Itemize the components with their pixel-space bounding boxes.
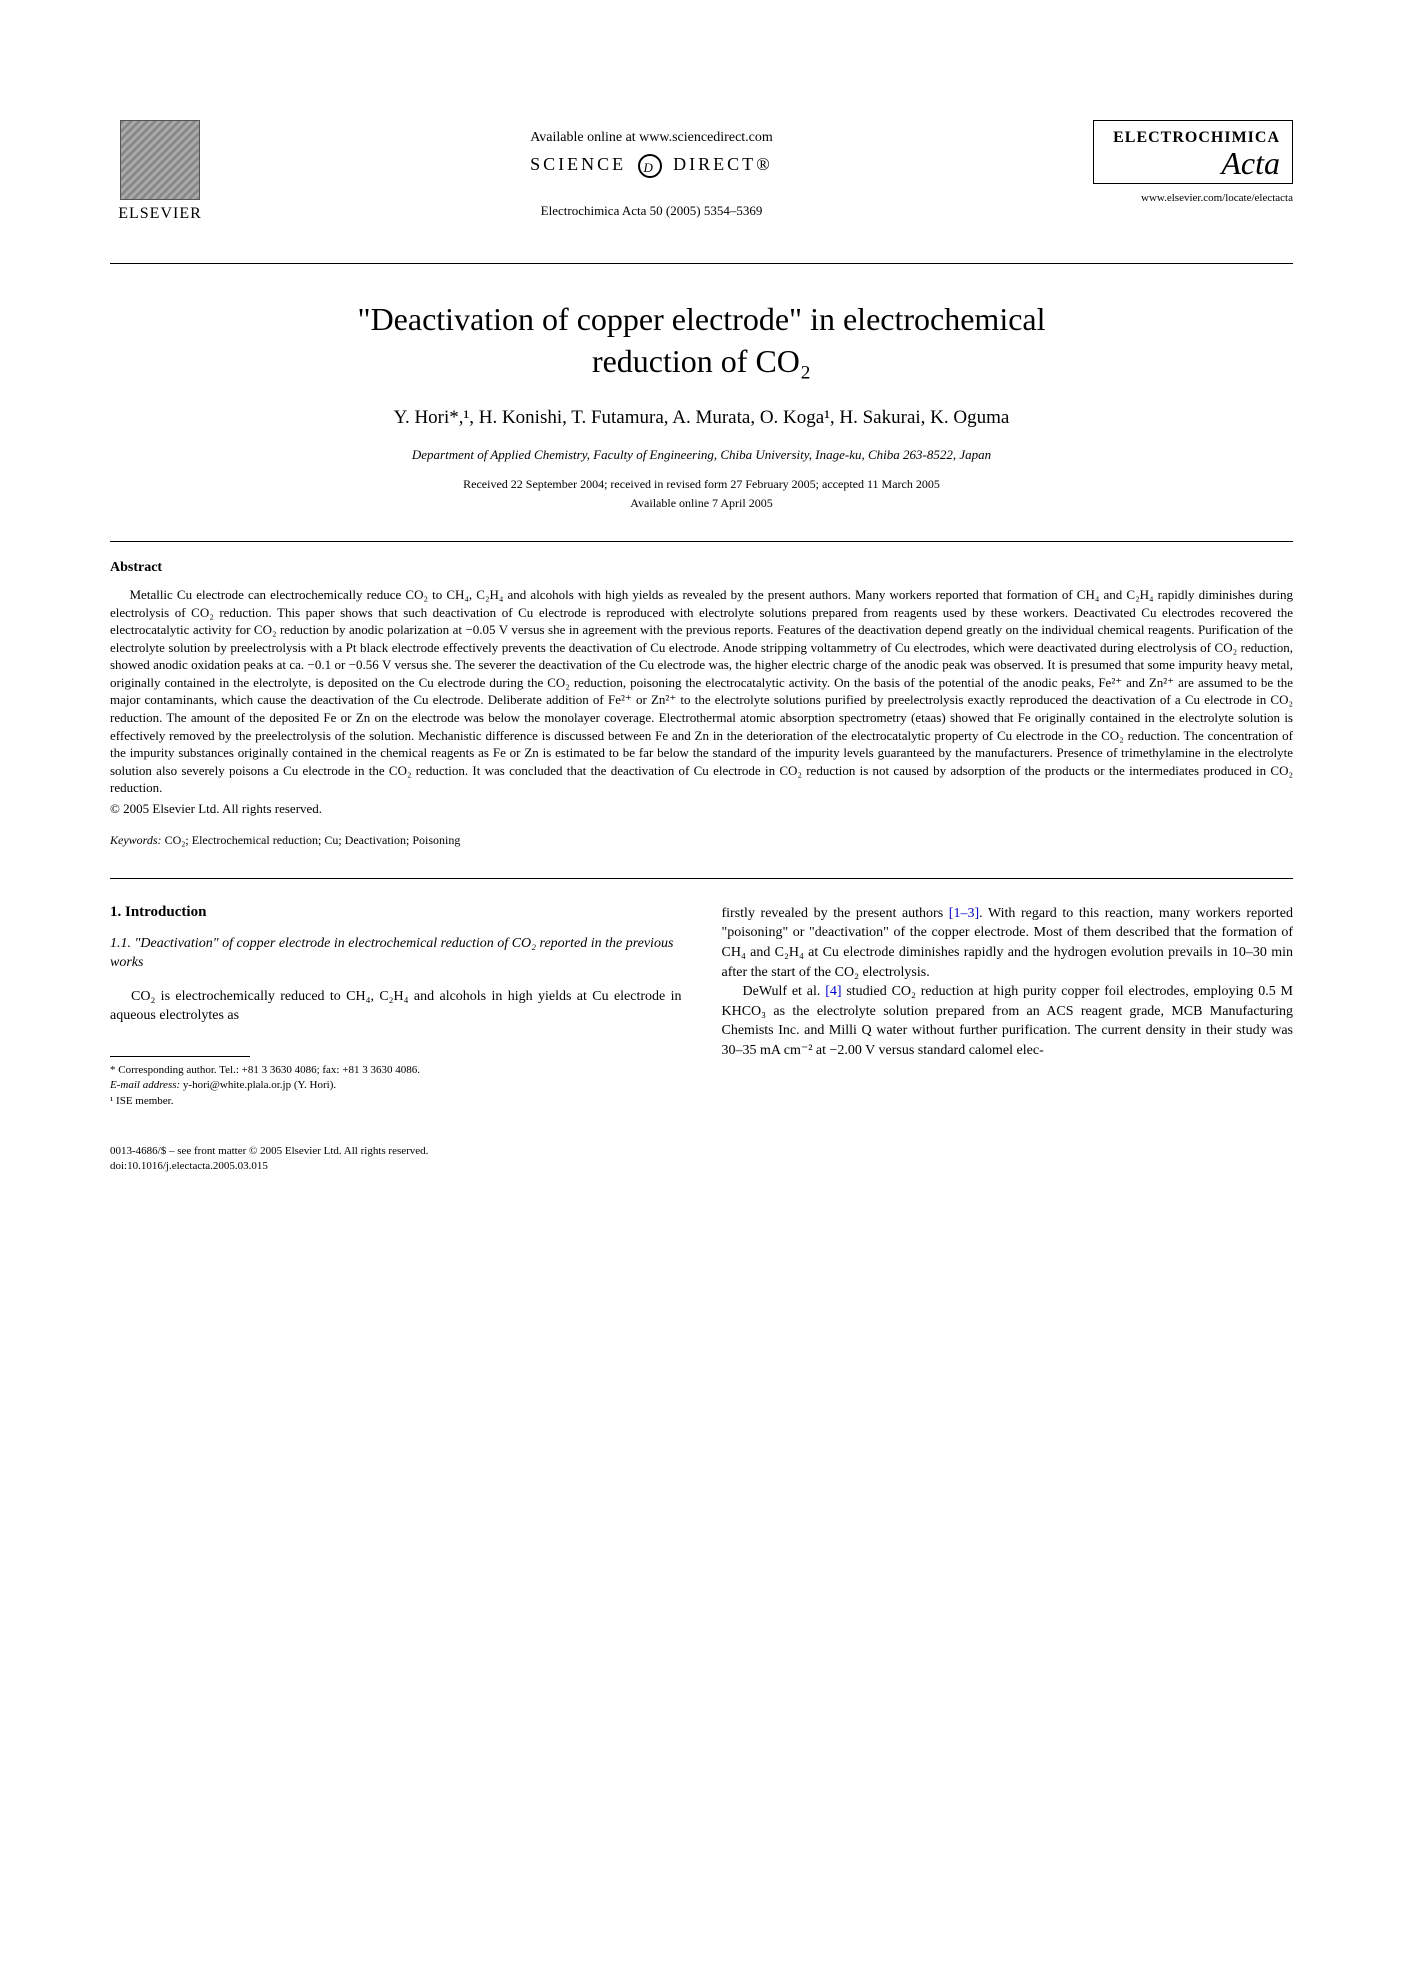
two-column-body: 1. Introduction 1.1. "Deactivation" of c… bbox=[110, 904, 1293, 1175]
col2-para1: firstly revealed by the present authors … bbox=[722, 904, 1294, 982]
online-date: Available online 7 April 2005 bbox=[110, 496, 1293, 511]
article-title: "Deactivation of copper electrode" in el… bbox=[110, 299, 1293, 382]
section-1-heading: 1. Introduction bbox=[110, 904, 682, 921]
footnote-email: E-mail address: y-hori@white.plala.or.jp… bbox=[110, 1078, 682, 1093]
col1-para1: CO₂ is electrochemically reduced to CH₄,… bbox=[110, 987, 682, 1026]
center-header: Available online at www.sciencedirect.co… bbox=[210, 120, 1093, 219]
abstract-heading: Abstract bbox=[110, 560, 1293, 576]
title-line-2: reduction of CO₂ bbox=[592, 343, 811, 379]
journal-branding: ELECTROCHIMICA Acta www.elsevier.com/loc… bbox=[1093, 120, 1293, 204]
keywords-label: Keywords: bbox=[110, 833, 162, 847]
col2-para2-pre: DeWulf et al. bbox=[743, 984, 826, 999]
issn-line: 0013-4686/$ – see front matter © 2005 El… bbox=[110, 1144, 682, 1159]
affiliation: Department of Applied Chemistry, Faculty… bbox=[110, 447, 1293, 463]
abstract-bottom-divider bbox=[110, 878, 1293, 879]
footnote-ise: ¹ ISE member. bbox=[110, 1094, 682, 1109]
journal-url: www.elsevier.com/locate/electacta bbox=[1093, 192, 1293, 204]
footnote-divider bbox=[110, 1056, 250, 1057]
copyright-line: © 2005 Elsevier Ltd. All rights reserved… bbox=[110, 801, 1293, 817]
received-dates: Received 22 September 2004; received in … bbox=[110, 477, 1293, 492]
subsection-1-1-heading: 1.1. "Deactivation" of copper electrode … bbox=[110, 935, 682, 973]
citation-line: Electrochimica Acta 50 (2005) 5354–5369 bbox=[210, 203, 1093, 219]
email-value: y-hori@white.plala.or.jp (Y. Hori). bbox=[180, 1079, 336, 1091]
abstract-text: Metallic Cu electrode can electrochemica… bbox=[110, 586, 1293, 797]
title-line-1: "Deactivation of copper electrode" in el… bbox=[358, 301, 1046, 337]
authors-line: Y. Hori*,¹, H. Konishi, T. Futamura, A. … bbox=[110, 407, 1293, 429]
sciencedirect-prefix: SCIENCE bbox=[530, 154, 626, 174]
sciencedirect-logo: SCIENCE d DIRECT® bbox=[210, 154, 1093, 178]
abstract-top-divider bbox=[110, 541, 1293, 542]
sciencedirect-d-icon: d bbox=[638, 154, 662, 178]
footnote-corresponding: * Corresponding author. Tel.: +81 3 3630… bbox=[110, 1063, 682, 1078]
publisher-logo: ELSEVIER bbox=[110, 120, 210, 223]
keywords-text: CO₂; Electrochemical reduction; Cu; Deac… bbox=[162, 833, 461, 847]
available-online-text: Available online at www.sciencedirect.co… bbox=[210, 130, 1093, 146]
email-label: E-mail address: bbox=[110, 1079, 180, 1091]
keywords-line: Keywords: CO₂; Electrochemical reduction… bbox=[110, 833, 1293, 848]
col2-para2: DeWulf et al. [4] studied CO₂ reduction … bbox=[722, 982, 1294, 1060]
left-column: 1. Introduction 1.1. "Deactivation" of c… bbox=[110, 904, 682, 1175]
header-divider bbox=[110, 263, 1293, 264]
sciencedirect-suffix: DIRECT® bbox=[673, 154, 773, 174]
ref-link-1-3[interactable]: [1–3] bbox=[949, 906, 979, 921]
publisher-name: ELSEVIER bbox=[110, 205, 210, 223]
bottom-info: 0013-4686/$ – see front matter © 2005 El… bbox=[110, 1144, 682, 1175]
journal-box: ELECTROCHIMICA Acta bbox=[1093, 120, 1293, 184]
elsevier-tree-icon bbox=[120, 120, 200, 200]
right-column: firstly revealed by the present authors … bbox=[722, 904, 1294, 1175]
col2-para1-pre: firstly revealed by the present authors bbox=[722, 906, 949, 921]
ref-link-4[interactable]: [4] bbox=[825, 984, 841, 999]
header-row: ELSEVIER Available online at www.science… bbox=[110, 120, 1293, 223]
doi-line: doi:10.1016/j.electacta.2005.03.015 bbox=[110, 1159, 682, 1174]
journal-script: Acta bbox=[1106, 147, 1280, 179]
